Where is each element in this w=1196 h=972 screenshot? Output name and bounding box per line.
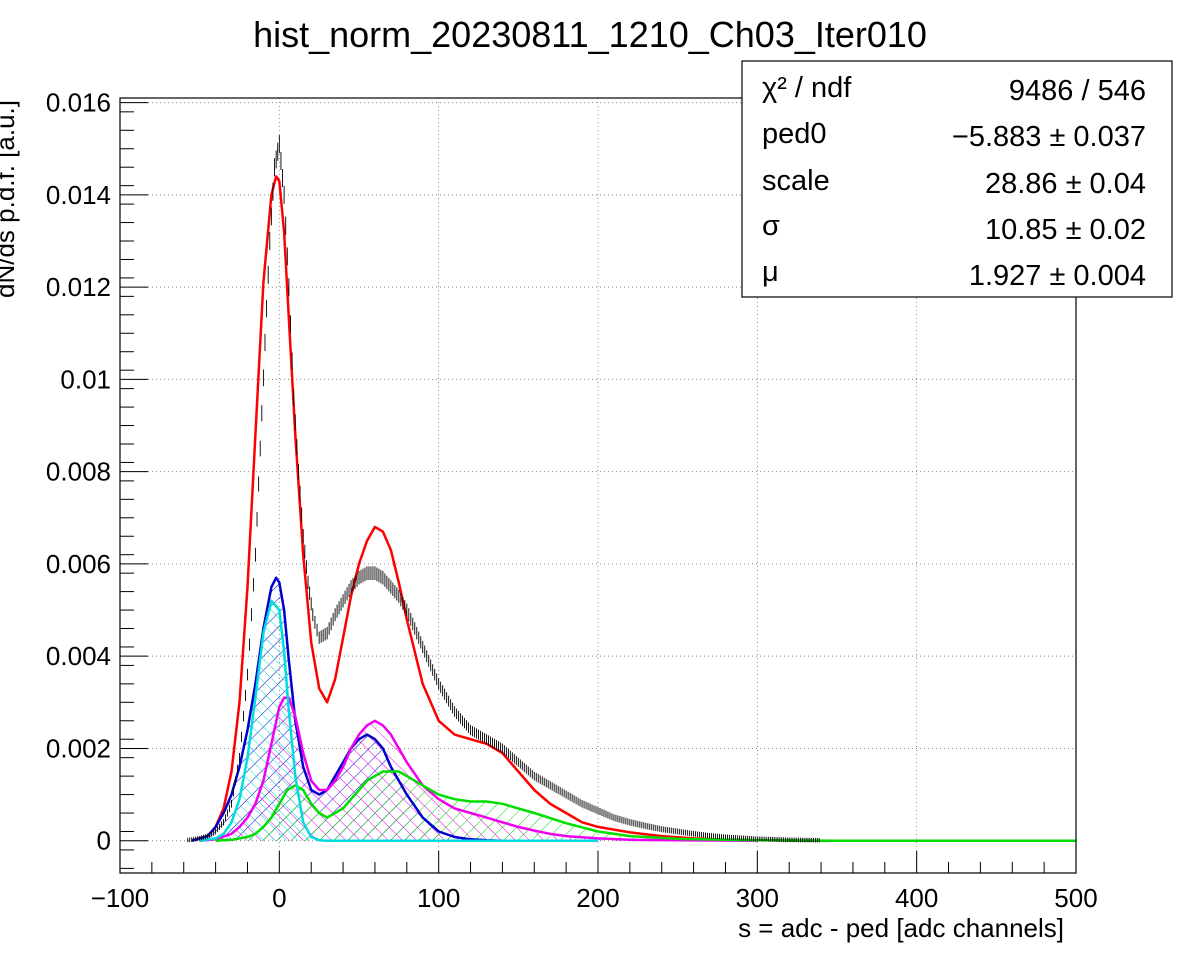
- stats-value-chi2: 9486 / 546: [1009, 75, 1146, 107]
- component-blue-curve: [191, 576, 598, 842]
- stats-name-sigma: σ: [762, 210, 780, 242]
- x-tick-label: 0: [272, 883, 286, 913]
- y-tick-label: 0.016: [46, 88, 111, 118]
- x-tick-label: 400: [895, 883, 938, 913]
- component-cyan-curve: [199, 599, 598, 842]
- y-tick-label: 0.006: [46, 549, 111, 579]
- stats-value-ped0: −5.883 ± 0.037: [952, 121, 1146, 153]
- component-fills: [191, 577, 1077, 841]
- data-points: [187, 135, 820, 843]
- x-tick-label: 100: [417, 883, 460, 913]
- stats-box-frame: [741, 60, 1173, 298]
- y-tick-label: 0.014: [46, 180, 111, 210]
- x-tick-label: 300: [736, 883, 779, 913]
- y-tick-label: 0: [97, 826, 111, 856]
- stats-name-ped0: ped0: [762, 118, 827, 150]
- component-magenta-curve: [199, 696, 758, 842]
- component-green-curve: [215, 770, 1076, 842]
- stats-value-mu: 1.927 ± 0.004: [969, 260, 1146, 292]
- component-cyan-fill: [199, 600, 598, 841]
- y-tick-label: 0.012: [46, 272, 111, 302]
- x-tick-label: −100: [91, 883, 150, 913]
- chart-title: hist_norm_20230811_1210_Ch03_Iter010: [253, 14, 927, 55]
- stats-name-scale: scale: [762, 165, 830, 197]
- stats-value-scale: 28.86 ± 0.04: [985, 168, 1146, 200]
- y-tick-label: 0.004: [46, 641, 111, 671]
- fit-total-curve: [191, 175, 1076, 842]
- axes: −100 0 100 200 300 400 500 0 0.002 0.004 0.006 0.00…: [46, 88, 1098, 913]
- stats-name-chi2: χ² / ndf: [762, 72, 852, 104]
- y-tick-label: 0.008: [46, 457, 111, 487]
- y-tick-label: 0.01: [60, 364, 111, 394]
- y-axis-title: dN/ds p.d.f. [a.u.]: [0, 100, 20, 298]
- x-tick-label: 200: [576, 883, 619, 913]
- stats-name-mu: μ: [762, 256, 779, 288]
- stats-box: χ² / ndf 9486 / 546 ped0 −5.883 ± 0.037 …: [741, 60, 1173, 298]
- x-tick-label: 500: [1054, 883, 1097, 913]
- y-tick-label: 0.002: [46, 733, 111, 763]
- x-axis-title: s = adc - ped [adc channels]: [738, 913, 1064, 943]
- fit-curves: [191, 175, 1076, 842]
- component-magenta-fill: [199, 697, 758, 841]
- stats-value-sigma: 10.85 ± 0.02: [985, 214, 1146, 246]
